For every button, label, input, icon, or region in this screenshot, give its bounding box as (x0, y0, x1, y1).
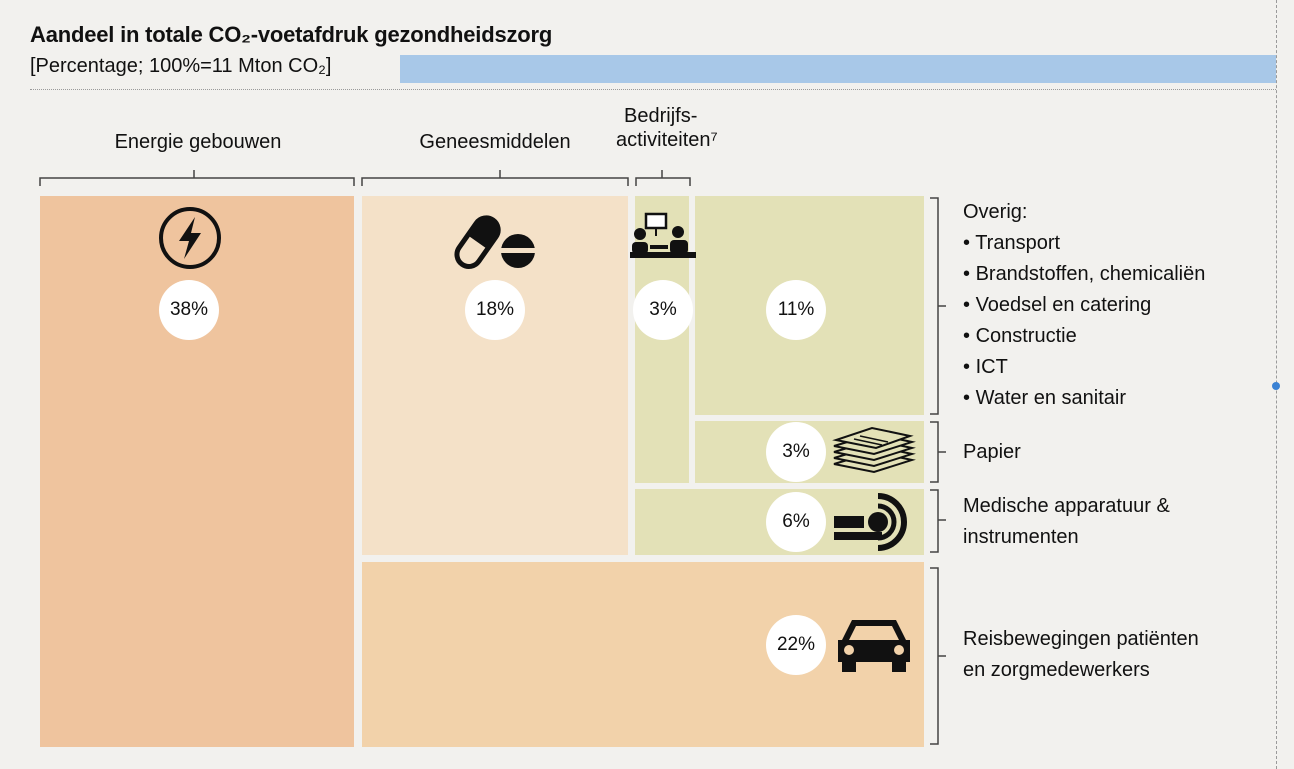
block-energie-gebouwen (40, 196, 354, 747)
medisch-line1: Medische apparatuur & (963, 495, 1170, 517)
overig-list: Transport Brandstoffen, chemicaliën Voed… (963, 228, 1205, 414)
lightning-icon (159, 207, 221, 269)
label-papier: Papier (963, 441, 1021, 463)
reis-line1: Reisbewegingen patiënten (963, 628, 1199, 650)
chart-title: Aandeel in totale CO₂-voetafdruk gezondh… (30, 22, 553, 47)
overig-item: ICT (963, 352, 1205, 383)
block-reisbewegingen (362, 562, 924, 747)
header-bedrijfsactiviteiten: Bedrijfs- activiteiten⁷ (608, 104, 778, 152)
badge-geneesmiddelen: 18% (465, 280, 525, 340)
badge-overig: 11% (766, 280, 826, 340)
brace-medisch (930, 489, 946, 553)
brace-energie-gebouwen (39, 170, 355, 186)
badge-energie: 38% (159, 280, 219, 340)
brace-overig (930, 197, 946, 415)
paper-stack-icon (832, 426, 916, 474)
brace-geneesmiddelen (361, 170, 629, 186)
label-reisbewegingen: Reisbewegingen patiënten en zorgmedewerk… (963, 624, 1199, 686)
overig-item: Voedsel en catering (963, 290, 1205, 321)
badge-bedrijfsactiviteiten: 3% (633, 280, 693, 340)
badge-reisbewegingen: 22% (766, 615, 826, 675)
badge-medische-apparatuur: 6% (766, 492, 826, 552)
overig-item: Constructie (963, 321, 1205, 352)
header-divider (30, 89, 1276, 90)
brace-reis (930, 567, 946, 745)
header-geneesmiddelen: Geneesmiddelen (419, 131, 571, 153)
reis-line2: en zorgmedewerkers (963, 659, 1150, 681)
mri-scanner-icon (834, 493, 907, 551)
badge-papier: 3% (766, 422, 826, 482)
header-bedrijfs-line2: activiteiten⁷ (616, 129, 718, 151)
car-icon (838, 620, 910, 672)
overig-item: Transport (963, 228, 1205, 259)
pills-icon (454, 215, 535, 269)
medisch-line2: instrumenten (963, 526, 1079, 548)
subtitle-highlight-bar (400, 55, 1276, 83)
header-bedrijfs-line1: Bedrijfs- (624, 105, 698, 127)
overig-item: Water en sanitair (963, 383, 1205, 414)
label-overig: Overig: Transport Brandstoffen, chemical… (963, 197, 1205, 414)
scroll-marker-dot (1272, 382, 1280, 390)
block-geneesmiddelen (362, 196, 628, 555)
label-medische-apparatuur: Medische apparatuur & instrumenten (963, 491, 1170, 553)
brace-papier (930, 421, 946, 483)
overig-title: Overig: (963, 201, 1028, 223)
overig-item: Brandstoffen, chemicaliën (963, 259, 1206, 290)
chart-subtitle: [Percentage; 100%=11 Mton CO₂] (30, 55, 332, 77)
brace-bedrijfsactiviteiten (635, 170, 691, 186)
office-meeting-icon (630, 212, 696, 258)
header-energie-gebouwen: Energie gebouwen (114, 131, 282, 153)
